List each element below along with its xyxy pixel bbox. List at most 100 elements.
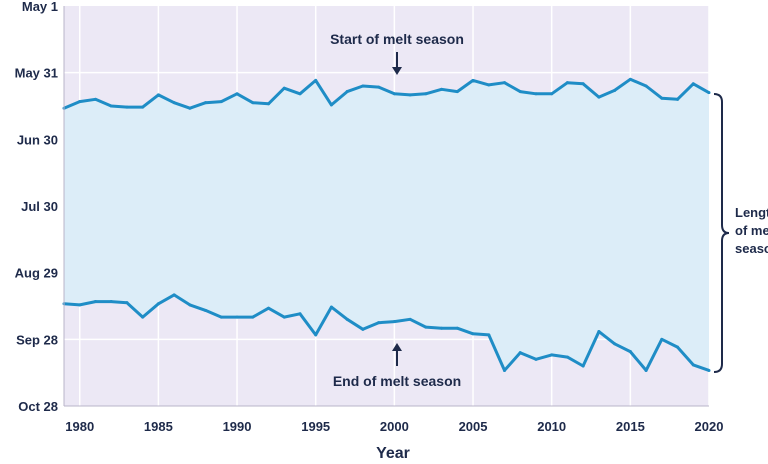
start-point — [597, 95, 601, 99]
start-point — [408, 93, 412, 97]
end-point — [471, 332, 475, 336]
start-point — [676, 97, 680, 101]
start-point — [361, 84, 365, 88]
end-point — [78, 303, 82, 307]
end-point — [660, 337, 664, 341]
end-point — [628, 350, 632, 354]
end-point — [707, 368, 711, 372]
start-point — [581, 82, 585, 86]
end-series-points — [62, 293, 711, 372]
end-point — [550, 353, 554, 357]
end-of-melt-season-line — [63, 293, 710, 372]
start-point — [502, 81, 506, 85]
end-point — [565, 355, 569, 359]
start-point — [613, 88, 617, 92]
start-series-points — [62, 77, 711, 110]
end-point — [644, 368, 648, 372]
start-point — [534, 92, 538, 96]
bracket-label-line-3: season — [735, 241, 768, 256]
start-season-annotation: Start of melt season — [330, 31, 464, 47]
start-point — [141, 105, 145, 109]
y-tick-label: May 1 — [22, 0, 58, 14]
end-point — [156, 302, 160, 306]
start-point — [377, 85, 381, 89]
end-point — [518, 351, 522, 355]
start-point — [628, 77, 632, 81]
start-point — [172, 101, 176, 105]
x-tick-label: 2005 — [459, 419, 488, 434]
end-point — [314, 333, 318, 337]
end-point — [440, 326, 444, 330]
y-tick-label: Jul 30 — [21, 199, 58, 214]
end-arrow-icon — [392, 343, 402, 366]
end-point — [345, 317, 349, 321]
end-point — [125, 301, 129, 305]
end-point — [392, 320, 396, 324]
season-length-bracket-icon — [713, 93, 730, 373]
start-point — [298, 92, 302, 96]
y-tick-labels: May 1 May 31 Jun 30 Jul 30 Aug 29 Sep 28 Oct 2… — [15, 0, 58, 414]
bracket-label-line-1: Length — [735, 205, 768, 220]
y-tick-label: May 31 — [15, 66, 58, 81]
start-point — [455, 90, 459, 94]
end-point — [676, 345, 680, 349]
start-point — [267, 102, 271, 106]
end-point — [282, 315, 286, 319]
start-point — [424, 92, 428, 96]
start-point — [282, 86, 286, 90]
y-tick-label: Sep 28 — [16, 332, 58, 347]
x-tick-label: 1980 — [65, 419, 94, 434]
end-point — [581, 364, 585, 368]
end-point — [251, 315, 255, 319]
start-point — [314, 78, 318, 82]
end-point — [597, 330, 601, 334]
start-point — [235, 92, 239, 96]
start-point — [440, 87, 444, 91]
start-point — [93, 97, 97, 101]
end-point — [424, 325, 428, 329]
x-tick-label: 1985 — [144, 419, 173, 434]
start-point — [329, 103, 333, 107]
start-point — [518, 90, 522, 94]
start-point — [156, 93, 160, 97]
y-tick-label: Aug 29 — [15, 266, 58, 281]
end-point — [613, 342, 617, 346]
start-point — [550, 92, 554, 96]
x-tick-label: 2015 — [616, 419, 645, 434]
end-point — [361, 327, 365, 331]
start-point — [204, 101, 208, 105]
x-tick-labels: 1980 1985 1990 1995 2000 2005 2010 2015 2020 — [65, 419, 723, 434]
start-point — [644, 84, 648, 88]
start-point — [471, 78, 475, 82]
x-tick-label: 1995 — [301, 419, 330, 434]
start-of-melt-season-line — [63, 77, 710, 110]
start-point — [109, 104, 113, 108]
x-tick-label: 2000 — [380, 419, 409, 434]
end-point — [109, 300, 113, 304]
start-point — [125, 105, 129, 109]
start-arrow-icon — [392, 52, 402, 75]
end-point — [141, 315, 145, 319]
end-point — [502, 368, 506, 372]
end-point — [267, 306, 271, 310]
start-point — [691, 82, 695, 86]
end-point — [204, 308, 208, 312]
end-point — [172, 293, 176, 297]
end-point — [691, 363, 695, 367]
end-point — [93, 300, 97, 304]
y-tick-label: Oct 28 — [18, 399, 58, 414]
start-point — [660, 96, 664, 100]
end-point — [219, 315, 223, 319]
start-point — [78, 100, 82, 104]
start-point — [345, 90, 349, 94]
x-axis-label: Year — [376, 445, 410, 462]
end-point — [455, 326, 459, 330]
start-point — [707, 91, 711, 95]
start-point — [487, 83, 491, 87]
start-point — [392, 92, 396, 96]
start-point — [565, 81, 569, 85]
end-point — [235, 315, 239, 319]
x-tick-label: 2020 — [695, 419, 724, 434]
start-point — [251, 101, 255, 105]
